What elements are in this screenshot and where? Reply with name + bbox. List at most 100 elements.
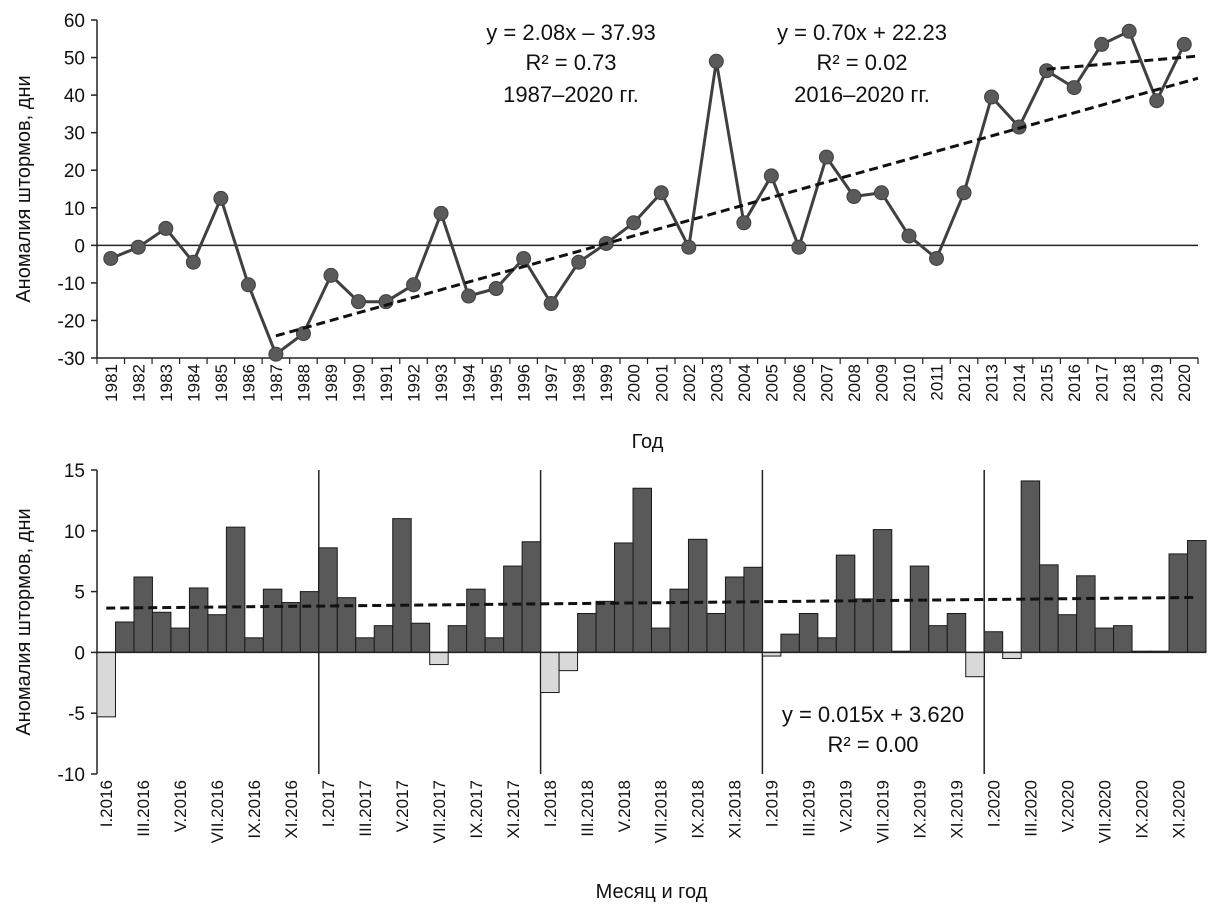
bar — [780, 633, 800, 653]
trend-line — [275, 76, 1199, 338]
x-tick-label: 2018 — [1120, 364, 1139, 402]
data-point — [1121, 23, 1137, 39]
data-point — [1039, 63, 1055, 79]
x-tick-label: 2008 — [845, 364, 864, 402]
data-point — [406, 277, 422, 293]
bar — [872, 529, 893, 653]
bar — [743, 566, 763, 653]
x-tick-label: XI.2016 — [282, 780, 301, 839]
x-tick-label: 1981 — [102, 364, 121, 402]
y-axis-title: Аномалия штормов, дни — [13, 75, 35, 302]
data-point — [873, 185, 889, 201]
bar — [909, 565, 930, 653]
x-tick-label: 2013 — [983, 364, 1002, 402]
x-tick-label: 2011 — [928, 364, 947, 401]
x-tick-label: III.2019 — [800, 780, 819, 837]
x-tick-label: 2004 — [735, 364, 754, 402]
x-tick-label: 1994 — [460, 364, 479, 402]
y-tick-label: 60 — [64, 11, 85, 32]
y-tick-label: -10 — [58, 765, 85, 786]
bar — [687, 538, 708, 653]
bar — [1057, 614, 1078, 653]
bar — [299, 591, 320, 653]
trend-line — [1046, 54, 1199, 71]
monthly-anomaly-bar-chart: -10 -5 0 5 10 15 I.2016 III.2016 V.2016 VII.2016 I… — [13, 461, 1207, 903]
bar — [835, 554, 856, 653]
trend-r-squared: R² = 0.02 — [816, 50, 907, 75]
x-tick-label: 2010 — [900, 364, 919, 402]
data-point — [1066, 80, 1082, 96]
x-tick-label: IX.2016 — [245, 780, 264, 839]
bar — [595, 600, 616, 653]
y-axis-title: Аномалия штормов, дни — [13, 508, 35, 735]
x-tick-label: 2020 — [1175, 364, 1194, 402]
bar — [466, 588, 486, 653]
x-tick-label: VII.2020 — [1095, 780, 1114, 843]
data-point — [1176, 36, 1192, 52]
x-tick-label: 1990 — [349, 364, 368, 402]
x-tick-label: 1984 — [184, 364, 203, 402]
data-point — [846, 189, 862, 205]
data-point — [323, 267, 339, 283]
x-tick-label: V.2018 — [615, 780, 634, 832]
bar — [207, 614, 227, 653]
bar — [429, 651, 449, 666]
x-tick-label: IX.2019 — [911, 780, 930, 839]
bar — [281, 602, 301, 653]
data-point — [736, 215, 752, 231]
x-tick-label: 2001 — [652, 364, 671, 402]
data-point — [708, 53, 724, 69]
bar — [318, 547, 338, 653]
x-tick-label: III.2017 — [356, 780, 375, 837]
bar — [188, 587, 209, 653]
x-tick-label: 1989 — [322, 364, 341, 402]
y-tick-label: 15 — [64, 461, 85, 482]
x-tick-label: VII.2018 — [652, 780, 671, 843]
bar — [928, 625, 948, 653]
data-point — [626, 215, 642, 231]
x-tick-label: 2006 — [790, 364, 809, 402]
y-tick-label: 20 — [64, 161, 85, 182]
bar — [96, 651, 116, 718]
bar — [1168, 553, 1189, 653]
y-tick-label: -30 — [58, 349, 85, 370]
x-tick-label: 1983 — [157, 364, 176, 402]
x-tick-label: 1998 — [570, 364, 589, 402]
x-tick-label: 1986 — [239, 364, 258, 402]
bar — [1076, 575, 1096, 653]
data-point — [956, 185, 972, 201]
y-tick-label: 40 — [64, 86, 85, 107]
trend-equation: y = 0.015x + 3.620 — [782, 702, 964, 727]
x-tick-label: I.2020 — [984, 780, 1003, 827]
x-tick-label: 2000 — [625, 364, 644, 402]
bar — [1094, 627, 1115, 653]
x-tick-label: 1999 — [597, 364, 616, 402]
x-tick-label: XI.2018 — [726, 780, 745, 839]
trend-period: 1987–2020 гг. — [503, 82, 639, 107]
y-tick-label: 30 — [64, 124, 85, 145]
bar — [262, 588, 283, 653]
x-tick-label: V.2019 — [837, 780, 856, 832]
data-point — [461, 288, 477, 304]
x-axis-title: Месяц и год — [596, 881, 708, 903]
bar — [225, 526, 246, 653]
x-tick-label: 1988 — [294, 364, 313, 402]
data-point — [158, 220, 174, 236]
data-point — [295, 326, 311, 342]
bar — [614, 542, 634, 653]
y-tick-label: -20 — [58, 311, 85, 332]
bar — [373, 625, 394, 653]
y-tick-label: 10 — [64, 199, 85, 220]
data-point — [984, 89, 1000, 105]
y-tick-label: -10 — [58, 274, 85, 295]
x-tick-label: 1995 — [487, 364, 506, 402]
bar — [577, 612, 597, 653]
data-point — [130, 239, 146, 255]
x-tick-label: VII.2016 — [208, 780, 227, 843]
x-tick-label: 2015 — [1038, 364, 1057, 402]
x-tick-label: XI.2020 — [1169, 780, 1188, 839]
bar — [854, 598, 874, 653]
bar — [392, 518, 412, 653]
data-point — [240, 277, 256, 293]
data-point — [103, 250, 119, 266]
